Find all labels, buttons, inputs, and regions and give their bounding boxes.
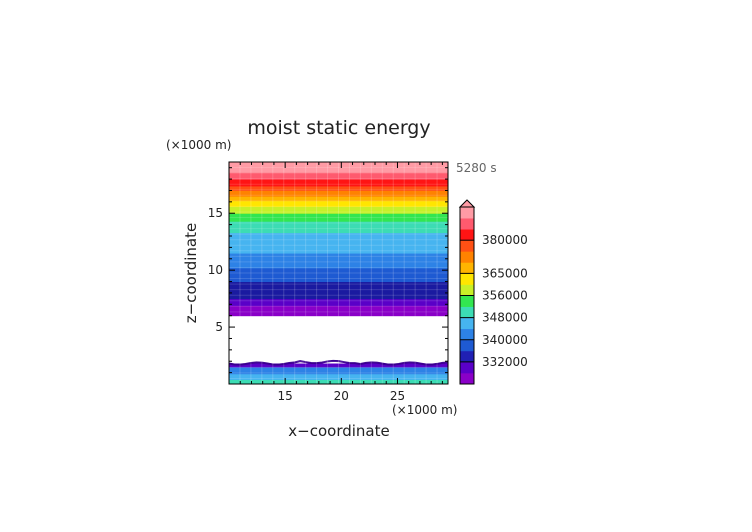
y-tick-label: 15 <box>208 206 223 220</box>
x-axis-label: x−coordinate <box>288 422 389 440</box>
colorbar-swatch <box>460 372 474 385</box>
colorbar-swatch <box>460 229 474 241</box>
contour-band <box>229 172 448 180</box>
contour-band <box>229 196 448 202</box>
colorbar-extend-arrow <box>458 199 476 208</box>
colorbar-label: 380000 <box>482 233 528 247</box>
contour-band <box>229 305 448 317</box>
colorbar-swatch <box>460 251 474 263</box>
y-axis: 5 10 15 <box>208 167 448 374</box>
colorbar-swatch <box>460 207 474 219</box>
contour-band <box>229 200 448 207</box>
contour-band <box>229 232 448 254</box>
contour-band <box>229 213 448 222</box>
x-tick-label: 20 <box>334 389 349 403</box>
contour-band <box>229 179 448 187</box>
colorbar-swatch <box>460 361 474 374</box>
y-unit-label: (×1000 m) <box>166 138 231 152</box>
colorbar-label: 332000 <box>482 355 528 369</box>
colorbar-label: 340000 <box>482 333 528 347</box>
colorbar-swatch <box>460 317 474 330</box>
x-unit-label: (×1000 m) <box>392 403 457 417</box>
x-axis: 15 20 25 <box>239 162 443 403</box>
contour-band <box>229 363 448 368</box>
x-tick-label: 15 <box>278 389 293 403</box>
x-tick-label: 25 <box>390 389 405 403</box>
contour-band <box>229 281 448 300</box>
colorbar-swatch <box>460 339 474 352</box>
contour-band <box>229 267 448 283</box>
colorbar-swatch <box>460 273 474 285</box>
contour-field <box>229 162 448 384</box>
y-tick-label: 10 <box>208 263 223 277</box>
colorbar-swatch <box>460 284 474 296</box>
y-tick-label: 5 <box>215 320 223 334</box>
colorbar-swatch <box>460 295 474 307</box>
time-label: 5280 s <box>456 161 497 175</box>
chart-title: moist static energy <box>247 117 430 139</box>
boundary-layer-top <box>229 359 448 366</box>
colorbar: 380000 365000 356000 348000 340000 332000 <box>458 199 528 385</box>
plot-frame <box>228 161 449 385</box>
contour-band <box>229 190 448 197</box>
colorbar-swatch <box>460 218 474 230</box>
colorbar-label: 356000 <box>482 289 528 303</box>
colorbar-swatch <box>460 240 474 252</box>
contour-band <box>229 253 448 269</box>
contour-band <box>229 373 448 380</box>
contour-band <box>229 206 448 214</box>
colorbar-swatch <box>460 262 474 274</box>
contour-band <box>229 162 448 173</box>
contour-band <box>229 185 448 191</box>
contour-band <box>229 379 448 384</box>
colorbar-swatch <box>460 350 474 363</box>
colorbar-swatch <box>460 306 474 319</box>
colorbar-swatch <box>460 328 474 341</box>
contour-band <box>229 221 448 234</box>
contour-band <box>229 366 448 375</box>
contour-band <box>229 298 448 306</box>
colorbar-label: 365000 <box>482 266 528 280</box>
y-axis-label: z−coordinate <box>182 223 200 323</box>
grid-lines <box>229 162 448 384</box>
colorbar-label: 348000 <box>482 311 528 325</box>
